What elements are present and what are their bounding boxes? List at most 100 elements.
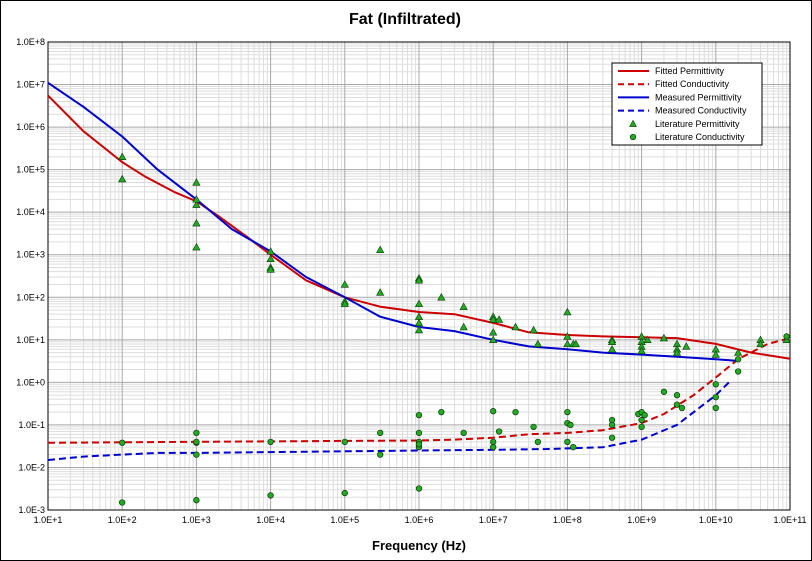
y-tick-label: 1.0E+5 [16, 165, 45, 175]
x-tick-label: 1.0E+3 [182, 515, 211, 525]
literature-conductivity-point [193, 429, 200, 437]
fitted-permittivity-line [47, 94, 791, 360]
literature-conductivity-point [673, 401, 681, 408]
literature-permittivity-point [414, 318, 424, 327]
series-layer [47, 81, 791, 461]
literature-permittivity-point [563, 332, 572, 340]
literature-conductivity-point [660, 388, 668, 395]
literature-permittivity-point [340, 299, 349, 308]
literature-conductivity-point [678, 404, 686, 412]
literature-permittivity-point [192, 178, 201, 186]
y-tick-label: 1.0E-3 [18, 505, 45, 515]
y-tick-label: 1.0E+8 [16, 37, 45, 47]
literature-conductivity-point [530, 423, 537, 431]
plot-border [47, 41, 791, 511]
legend-label-measured-permittivity: Measured Permittivity [655, 92, 742, 102]
literature-permittivity-point [266, 247, 275, 255]
legend-label-literature-conductivity: Literature Conductivity [655, 132, 745, 142]
literature-permittivity-point [459, 302, 468, 310]
x-tick-label: 1.0E+4 [256, 515, 285, 525]
literature-permittivity-point [607, 337, 617, 345]
literature-permittivity-point [437, 293, 446, 301]
literature-permittivity-point [734, 348, 743, 356]
literature-permittivity-point [533, 339, 542, 348]
literature-conductivity-point [673, 392, 681, 399]
literature-permittivity-point [414, 325, 424, 334]
y-tick-label: 1.0E+1 [16, 335, 45, 345]
fitted-conductivity-line [47, 337, 791, 444]
x-tick-label: 1.0E+8 [553, 515, 582, 525]
literature-permittivity-point [266, 265, 275, 273]
literature-permittivity-point [414, 299, 424, 308]
literature-permittivity-point [563, 339, 572, 348]
x-tick-label: 1.0E+9 [627, 515, 656, 525]
literature-permittivity-point [192, 195, 201, 203]
literature-conductivity-point [712, 381, 719, 388]
legend-box [611, 62, 763, 146]
legend-label-literature-permittivity: Literature Permittivity [655, 119, 740, 129]
x-tick-label: 1.0E+1 [34, 515, 63, 525]
literature-permittivity-point [489, 328, 498, 336]
literature-permittivity-point [376, 288, 385, 296]
literature-permittivity-point [118, 174, 127, 183]
literature-conductivity-point [415, 441, 423, 448]
literature-conductivity-point [490, 438, 497, 445]
literature-permittivity-point [711, 350, 720, 358]
y-tick-label: 1.0E-1 [18, 420, 45, 430]
literature-conductivity-point [490, 408, 497, 415]
literature-conductivity-point [377, 429, 384, 437]
literature-conductivity-point [193, 451, 200, 458]
literature-conductivity-point [608, 421, 616, 429]
literature-permittivity-point [643, 335, 652, 343]
literature-conductivity-point [415, 411, 423, 419]
literature-conductivity-point [267, 492, 274, 499]
literature-permittivity-point [266, 254, 275, 263]
literature-conductivity-point [341, 489, 348, 497]
x-tick-label: 1.0E+7 [479, 515, 508, 525]
literature-conductivity-point [734, 368, 742, 375]
measured-permittivity-line [47, 81, 739, 362]
literature-conductivity-point [193, 497, 200, 504]
literature-permittivity-point [192, 200, 201, 208]
literature-permittivity-point [563, 307, 572, 316]
legend-swatch-literature-permittivity [629, 119, 637, 127]
literature-conductivity-point [341, 438, 348, 445]
x-tick-label: 1.0E+2 [108, 515, 137, 525]
literature-conductivity-point [638, 423, 645, 431]
literature-permittivity-point [192, 219, 201, 227]
literature-conductivity-point [712, 404, 719, 412]
literature-conductivity-point [534, 438, 542, 445]
y-tick-label: 1.0E+2 [16, 292, 45, 302]
literature-permittivity-point [489, 315, 498, 323]
literature-conductivity-point [608, 434, 616, 441]
legend-label-fitted-conductivity: Fitted Conductivity [655, 79, 730, 89]
x-tick-labels: 1.0E+1 1.0E+2 1.0E+3 1.0E+4 1.0E+5 1.0E+6 1.0E… [34, 515, 807, 525]
marker-layer [118, 152, 791, 506]
y-tick-labels: 1.0E-3 1.0E-2 1.0E-1 1.0E+0 1.0E+1 1.0E+2 1.0E… [16, 37, 45, 515]
x-tick-label: 1.0E+10 [699, 515, 733, 525]
literature-permittivity-point [414, 276, 424, 284]
literature-permittivity-point [607, 345, 617, 353]
literature-conductivity-point [783, 333, 790, 340]
legend-label-fitted-permittivity: Fitted Permittivity [655, 66, 725, 76]
x-tick-label: 1.0E+5 [330, 515, 359, 525]
literature-conductivity-point [119, 499, 126, 506]
literature-permittivity-point [756, 339, 765, 348]
y-tick-label: 1.0E+4 [16, 207, 45, 217]
literature-conductivity-point [415, 429, 423, 437]
y-tick-label: 1.0E+3 [16, 250, 45, 260]
literature-conductivity-point [377, 451, 384, 458]
literature-permittivity-point [489, 335, 498, 343]
measured-conductivity-line [47, 381, 730, 461]
legend-swatch-literature-conductivity [629, 133, 637, 141]
literature-permittivity-point [672, 348, 682, 356]
literature-permittivity-point [659, 333, 669, 342]
literature-conductivity-point [193, 438, 200, 445]
literature-conductivity-point [567, 421, 574, 429]
x-tick-label: 1.0E+11 [773, 515, 806, 525]
literature-conductivity-point [570, 444, 577, 451]
literature-permittivity-point [376, 245, 385, 254]
literature-permittivity-point [494, 315, 504, 323]
literature-permittivity-point [529, 325, 538, 334]
literature-conductivity-point [641, 411, 648, 419]
